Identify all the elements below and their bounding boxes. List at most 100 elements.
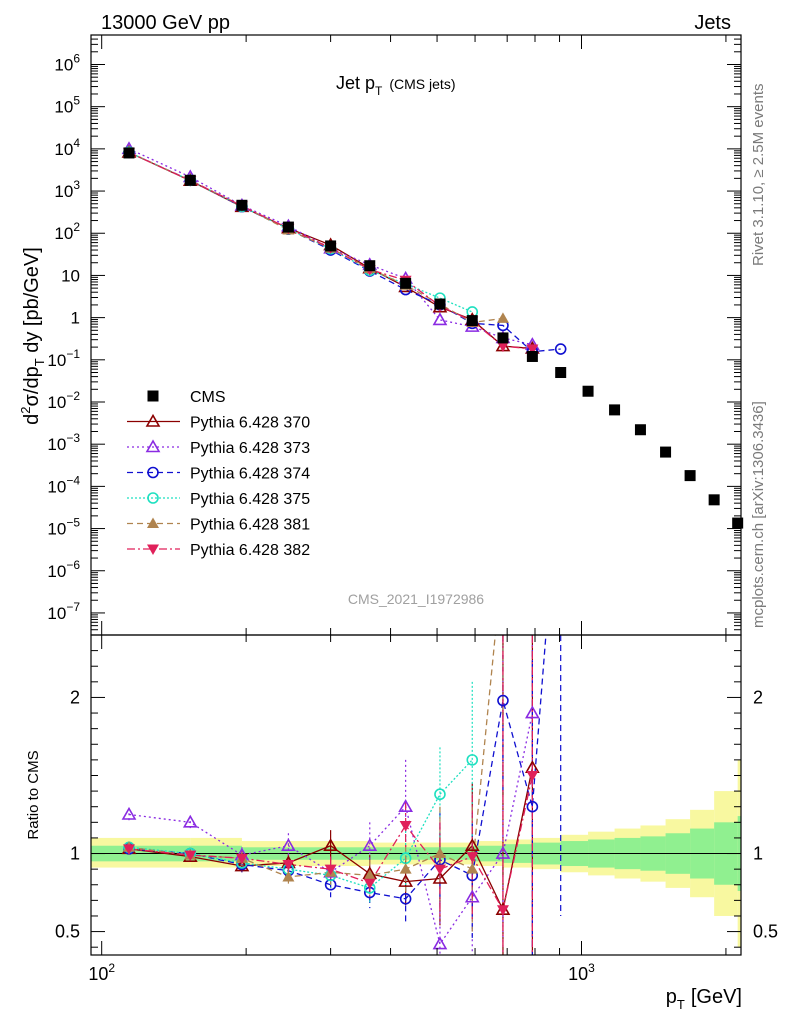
ratio-point-382 <box>433 864 446 876</box>
ratio-point-373 <box>495 845 511 859</box>
y-tick-label: 105 <box>54 94 80 117</box>
y-tick-label: 103 <box>54 178 80 201</box>
data-point-cms <box>555 367 567 379</box>
data-point-cms <box>582 385 594 397</box>
ratio-point-382 <box>184 850 197 862</box>
ratio-point-373 <box>524 705 540 719</box>
plot-title-tail: (CMS jets) <box>389 76 455 92</box>
ratio-line-375 <box>128 759 473 889</box>
main-point-382 <box>526 344 539 356</box>
ratio-point-375 <box>434 788 446 801</box>
data-point-cms <box>526 350 538 362</box>
legend-marker-373 <box>145 439 161 453</box>
ratio-tick-label-left: 0.5 <box>55 922 80 942</box>
y-tick-label: 10−7 <box>47 600 80 623</box>
data-point-cms <box>466 315 478 327</box>
ratio-point-381 <box>433 847 446 859</box>
y-tick-label: 1 <box>71 309 80 328</box>
ratio-point-382 <box>324 864 337 876</box>
ratio-point-373 <box>121 806 137 820</box>
ratio-point-382 <box>466 852 479 863</box>
data-point-cms <box>236 199 248 211</box>
x-axis-label-sub: T <box>677 997 685 1012</box>
side-rivet: Rivet 3.1.10, ≥ 2.5M events <box>750 84 767 267</box>
ratio-tick-label-right: 1 <box>753 844 763 864</box>
ratio-point-382 <box>282 859 295 871</box>
ratio-line-374 <box>128 635 547 900</box>
data-point-cms <box>660 446 672 458</box>
ratio-point-382 <box>526 770 539 782</box>
y-tick-label: 10−5 <box>47 516 80 539</box>
legend-label-381: Pythia 6.428 381 <box>190 517 310 534</box>
data-point-cms <box>732 517 744 529</box>
axes-frame: 102 10310610510410310210110−110−210−310−4… <box>47 34 778 984</box>
x-axis-label-main: p <box>666 986 677 1008</box>
x-axis-label: pT [GeV] <box>666 986 742 1012</box>
y-tick-label: 104 <box>54 136 80 159</box>
side-mcplots: mcplots.cern.ch [arXiv:1306.3436] <box>750 401 767 628</box>
legend-label-CMS: CMS <box>190 389 226 406</box>
main-point-381 <box>496 312 509 323</box>
legend-marker-382 <box>147 544 159 555</box>
legend-label-373: Pythia 6.428 373 <box>190 440 310 457</box>
ratio-point-374 <box>526 800 539 813</box>
ratio-tick-label-right: 2 <box>753 687 763 707</box>
data-point-cms <box>634 424 646 436</box>
data-point-cms <box>609 404 621 416</box>
data-point-cms <box>400 277 412 289</box>
y-tick-label: 10 <box>61 266 80 285</box>
legend-marker-CMS <box>147 390 159 402</box>
main-point-382 <box>496 341 509 353</box>
series-markers <box>121 141 744 950</box>
y-tick-label: 106 <box>54 51 80 74</box>
ratio-point-382 <box>122 844 135 855</box>
ratio-point-375 <box>466 754 479 766</box>
plot-title: Jet pT (CMS jets) <box>336 73 456 98</box>
x-tick-label: 102 <box>88 961 115 984</box>
ratio-point-370 <box>398 874 414 887</box>
header-right: Jets <box>694 12 731 34</box>
data-point-cms <box>282 221 294 233</box>
ratio-point-382 <box>235 853 248 865</box>
ratio-point-373 <box>432 936 448 950</box>
y-axis-label-ratio: Ratio to CMS <box>25 750 42 839</box>
ratio-point-382 <box>496 905 509 916</box>
ratio-line-381 <box>128 635 496 878</box>
legend-label-374: Pythia 6.428 374 <box>190 466 310 483</box>
data-point-cms <box>184 174 196 186</box>
ratio-point-370 <box>323 838 338 852</box>
ratio-point-373 <box>281 838 296 852</box>
y-tick-label: 10−2 <box>47 389 80 412</box>
ratio-tick-label-left: 2 <box>70 687 80 707</box>
y-axis-label-main: d2σ/dpT dy [pb/GeV] <box>18 247 47 425</box>
ratio-point-373 <box>362 838 378 852</box>
data-point-cms <box>325 240 337 252</box>
legend-label-382: Pythia 6.428 382 <box>190 542 310 559</box>
legend: CMS Pythia 6.428 370 Pythia 6.428 373 Pythi… <box>127 389 310 559</box>
main-line-373 <box>128 148 533 346</box>
legend-marker-375 <box>147 492 159 504</box>
legend-marker-374 <box>147 466 159 479</box>
legend-label-370: Pythia 6.428 370 <box>190 415 310 432</box>
ratio-tick-label-left: 1 <box>70 844 80 864</box>
y-tick-label: 10−3 <box>47 431 80 454</box>
ratio-point-370 <box>464 838 480 852</box>
legend-marker-370 <box>145 413 161 427</box>
ratio-point-381 <box>363 869 376 880</box>
ratio-frame <box>90 634 742 956</box>
ratio-point-373 <box>398 799 414 813</box>
y-tick-label: 10−1 <box>47 347 80 370</box>
y-tick-label: 10−4 <box>47 473 80 496</box>
ratio-point-381 <box>282 870 295 882</box>
plot-title-main: Jet p <box>336 73 375 93</box>
ratio-point-373 <box>182 814 198 828</box>
ratio-point-373 <box>464 889 480 903</box>
x-axis-label-unit: [GeV] <box>691 986 742 1008</box>
data-point-cms <box>497 332 509 344</box>
analysis-id: CMS_2021_I1972986 <box>348 591 484 607</box>
ratio-point-374 <box>399 893 412 905</box>
y-tick-label: 102 <box>54 220 80 243</box>
ratio-point-370 <box>432 870 448 884</box>
main-point-374 <box>554 343 567 355</box>
